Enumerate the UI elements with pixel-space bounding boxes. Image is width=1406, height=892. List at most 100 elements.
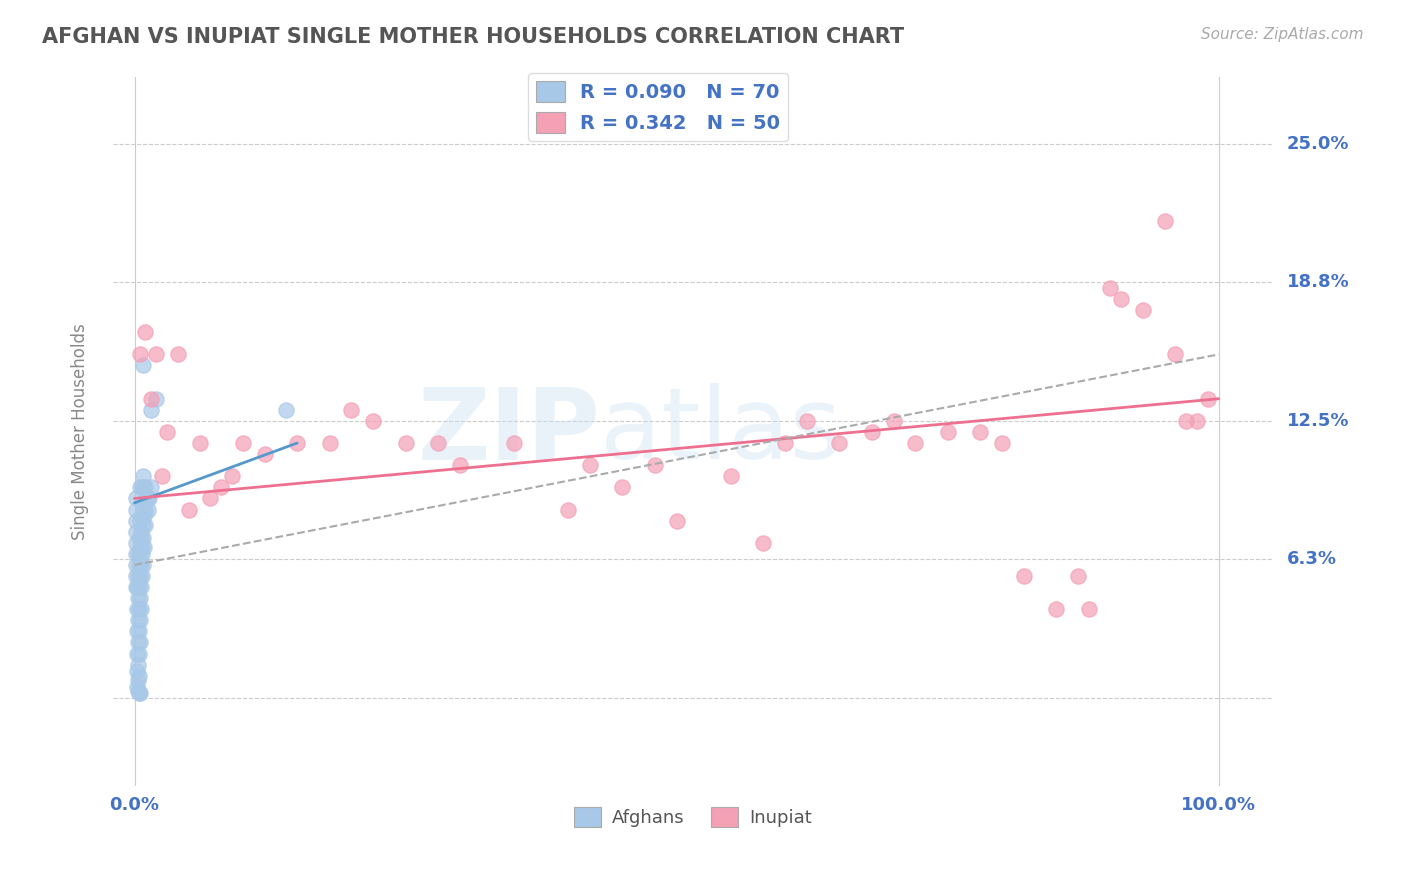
Point: [132, 518, 155, 533]
Text: atlas: atlas: [600, 384, 842, 481]
Point: [134, 480, 156, 494]
Point: [449, 458, 471, 473]
Point: [127, 547, 149, 561]
Point: [129, 531, 152, 545]
Point: [124, 502, 146, 516]
Point: [156, 425, 179, 439]
Point: [285, 436, 308, 450]
Point: [394, 436, 416, 450]
Point: [796, 414, 818, 428]
Point: [128, 624, 150, 639]
Point: [127, 635, 149, 649]
Point: [127, 673, 149, 687]
Point: [1132, 303, 1154, 318]
Text: 12.5%: 12.5%: [1286, 412, 1350, 430]
Point: [882, 414, 904, 428]
Point: [128, 531, 150, 545]
Point: [125, 680, 148, 694]
Point: [752, 535, 775, 549]
Point: [209, 480, 232, 494]
Point: [124, 524, 146, 539]
Point: [131, 509, 153, 524]
Point: [128, 580, 150, 594]
Point: [127, 569, 149, 583]
Point: [129, 514, 152, 528]
Point: [1045, 602, 1067, 616]
Point: [124, 491, 146, 506]
Point: [253, 447, 276, 461]
Point: [904, 436, 927, 450]
Point: [1067, 569, 1090, 583]
Point: [134, 502, 156, 516]
Point: [131, 569, 153, 583]
Point: [128, 647, 150, 661]
Point: [828, 436, 851, 450]
Point: [129, 480, 152, 494]
Point: [340, 402, 363, 417]
Point: [131, 547, 153, 561]
Point: [128, 602, 150, 616]
Point: [232, 436, 254, 450]
Point: [720, 469, 742, 483]
Point: [127, 613, 149, 627]
Point: [612, 480, 634, 494]
Point: [124, 580, 146, 594]
Point: [134, 540, 156, 554]
Text: ZIP: ZIP: [418, 384, 600, 481]
Point: [318, 436, 340, 450]
Point: [124, 558, 146, 572]
Point: [129, 347, 152, 361]
Legend: Afghans, Inupiat: Afghans, Inupiat: [567, 800, 820, 834]
Point: [129, 547, 152, 561]
Point: [129, 635, 152, 649]
Point: [129, 569, 152, 583]
Point: [145, 347, 167, 361]
Point: [132, 558, 155, 572]
Point: [644, 458, 666, 473]
Text: 25.0%: 25.0%: [1286, 135, 1350, 153]
Point: [124, 569, 146, 583]
Point: [557, 502, 579, 516]
Point: [150, 469, 173, 483]
Point: [125, 624, 148, 639]
Point: [131, 540, 153, 554]
Point: [221, 469, 243, 483]
Point: [125, 580, 148, 594]
Point: [129, 686, 152, 700]
Point: [125, 647, 148, 661]
Point: [991, 436, 1014, 450]
Point: [132, 531, 155, 545]
Point: [136, 491, 159, 506]
Point: [1175, 414, 1198, 428]
Text: 6.3%: 6.3%: [1286, 550, 1337, 568]
Point: [200, 491, 222, 506]
Point: [135, 491, 157, 506]
Point: [129, 524, 152, 539]
Point: [665, 514, 688, 528]
Point: [1012, 569, 1035, 583]
Point: [860, 425, 883, 439]
Point: [139, 402, 162, 417]
Point: [129, 540, 152, 554]
Point: [1153, 214, 1175, 228]
Point: [134, 509, 156, 524]
Point: [427, 436, 450, 450]
Point: [969, 425, 991, 439]
Point: [134, 325, 156, 339]
Point: [136, 502, 159, 516]
Point: [124, 547, 146, 561]
Point: [128, 686, 150, 700]
Y-axis label: Single Mother Households: Single Mother Households: [72, 324, 89, 541]
Point: [1197, 392, 1219, 406]
Point: [134, 518, 156, 533]
Point: [128, 669, 150, 683]
Text: AFGHAN VS INUPIAT SINGLE MOTHER HOUSEHOLDS CORRELATION CHART: AFGHAN VS INUPIAT SINGLE MOTHER HOUSEHOL…: [42, 27, 904, 46]
Point: [503, 436, 526, 450]
Point: [1099, 281, 1122, 295]
Point: [131, 480, 153, 494]
Point: [579, 458, 602, 473]
Point: [361, 414, 384, 428]
Point: [773, 436, 796, 450]
Point: [128, 558, 150, 572]
Point: [1109, 292, 1132, 306]
